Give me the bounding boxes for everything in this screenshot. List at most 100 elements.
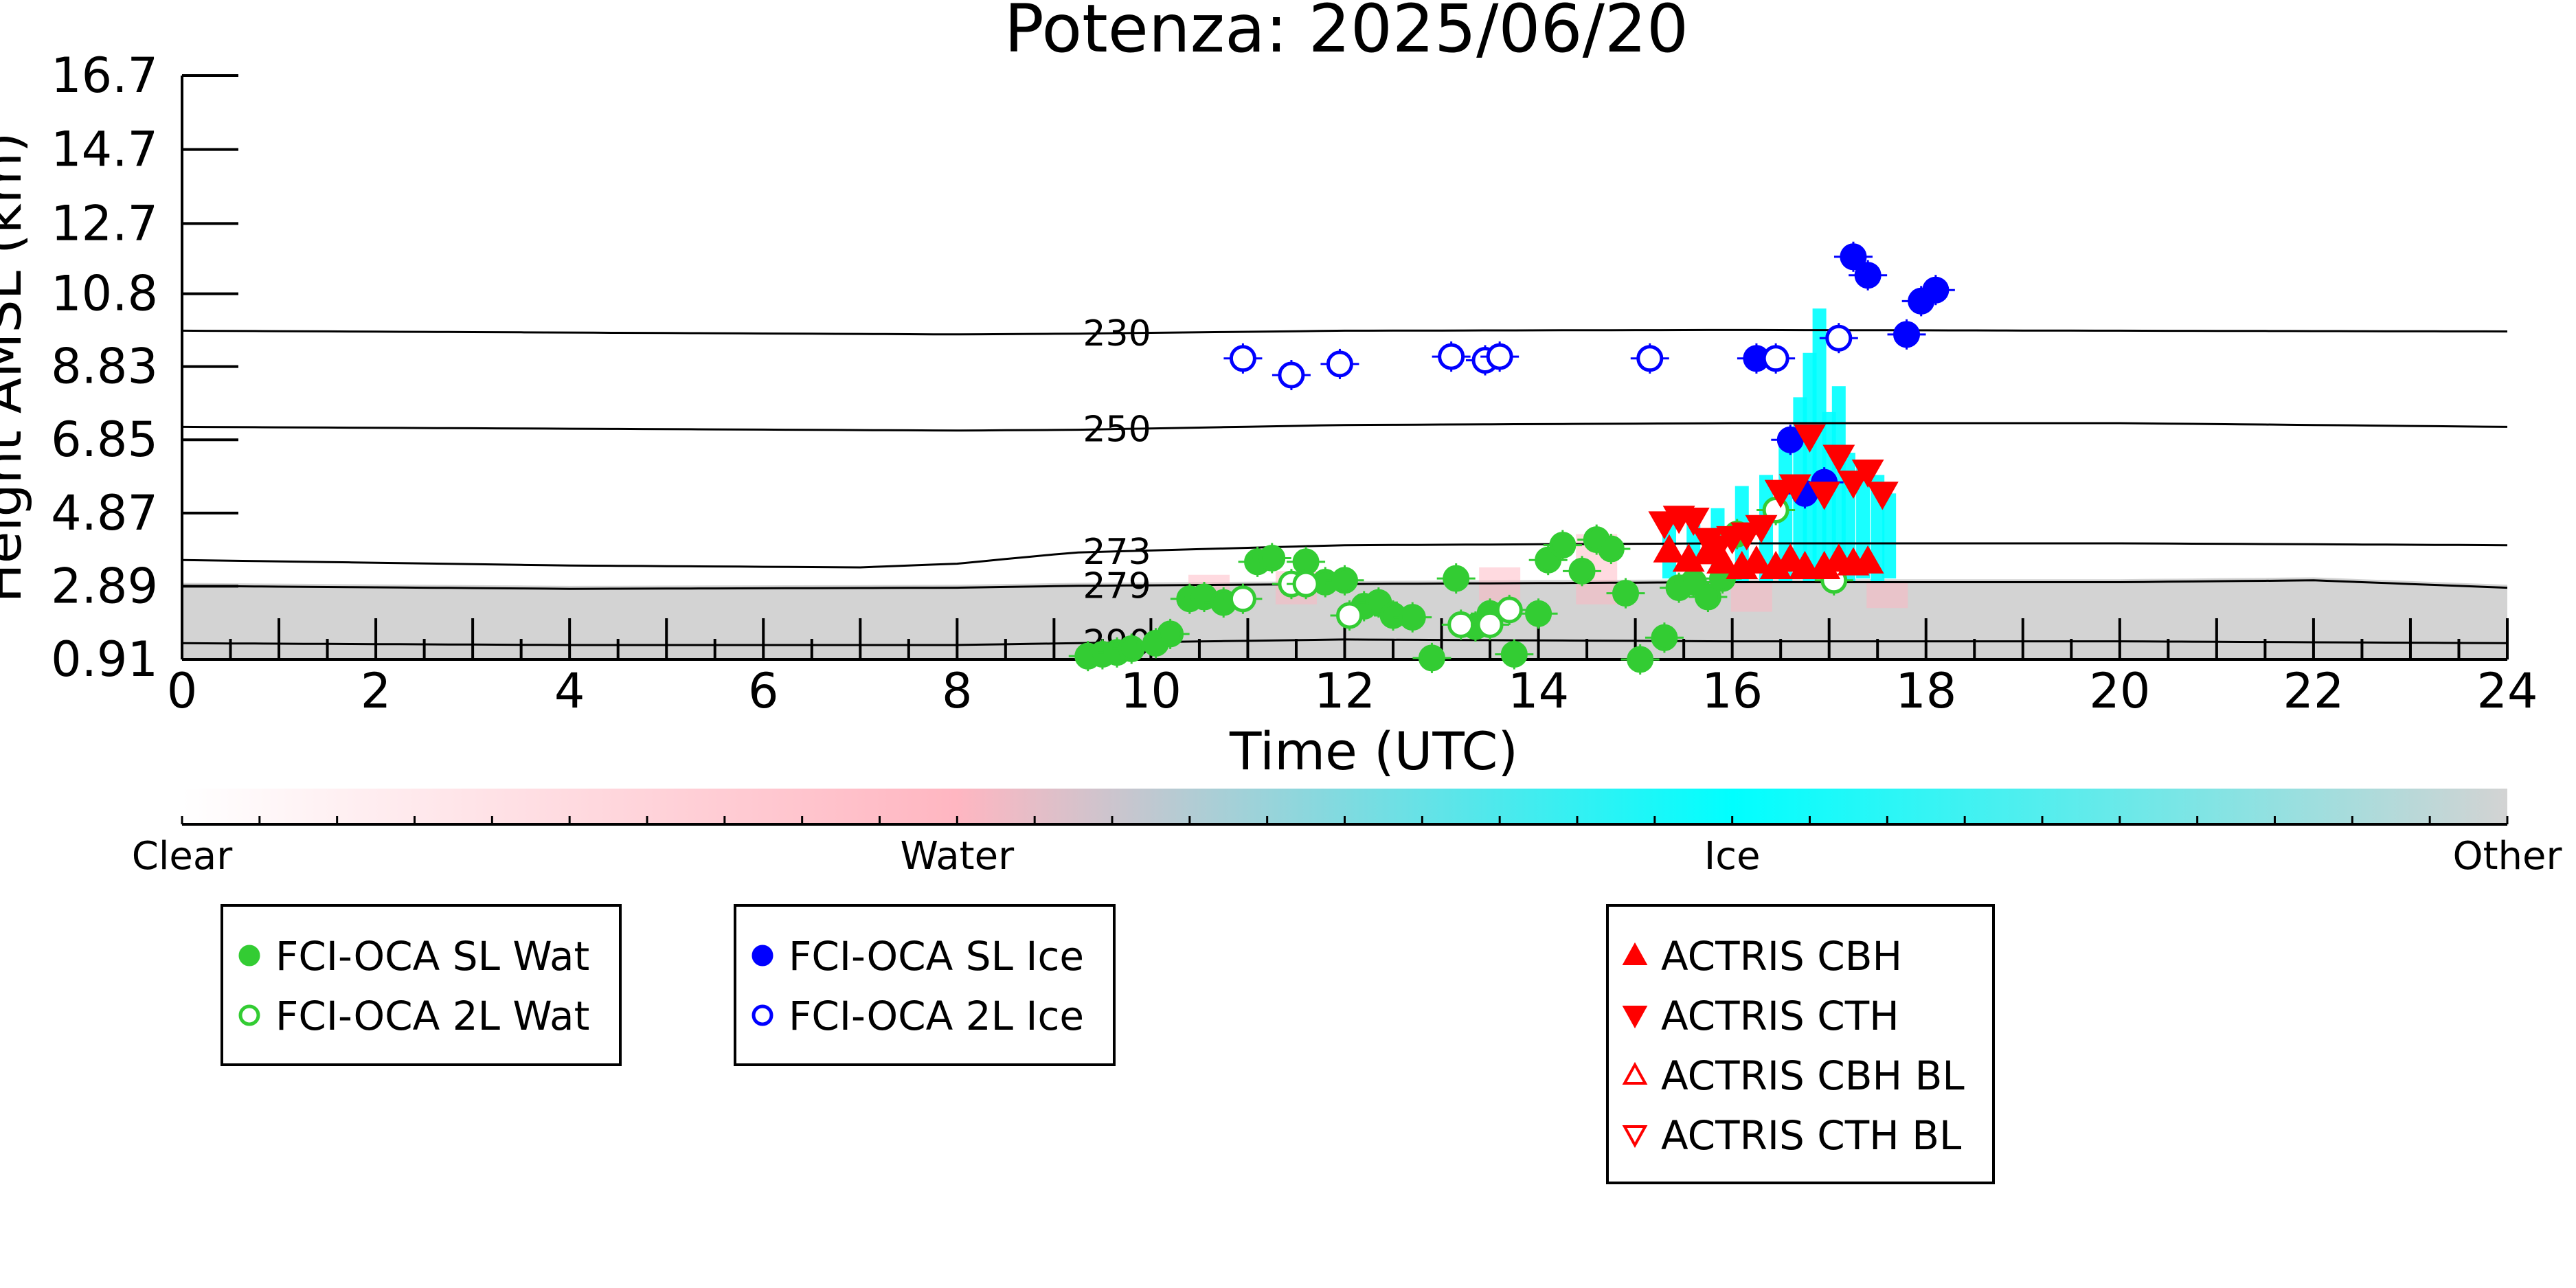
ice-cloud-column xyxy=(1882,493,1897,579)
x-axis-label: Time (UTC) xyxy=(1229,721,1518,782)
marker-point xyxy=(1653,534,1686,563)
legend-entry: FCI-OCA SL Wat xyxy=(238,933,589,980)
legend-marker xyxy=(1622,942,1648,965)
y-tick-label: 6.85 xyxy=(51,411,158,468)
legend-frame xyxy=(221,904,622,1066)
x-tick-label: 6 xyxy=(748,663,779,719)
legend-marker xyxy=(238,1004,260,1026)
colorbar-label: Clear xyxy=(132,834,233,879)
legend-entry: FCI-OCA 2L Ice xyxy=(752,993,1084,1039)
marker-point xyxy=(1597,535,1625,563)
marker-point xyxy=(1706,545,1739,574)
marker-point xyxy=(1825,324,1853,352)
marker-point xyxy=(1776,426,1804,453)
marker-point xyxy=(1229,345,1256,372)
marker-point xyxy=(1438,343,1465,370)
marker-point xyxy=(1627,646,1654,673)
colorbar-label: Other xyxy=(2452,834,2562,879)
marker-point xyxy=(1740,545,1773,574)
series-fci-oca-2l-ice xyxy=(1223,323,1858,391)
series-actris-cbh xyxy=(1653,534,1884,579)
marker-point xyxy=(1336,602,1364,629)
x-tick-label: 0 xyxy=(167,663,198,719)
x-tick-label: 18 xyxy=(1895,663,1956,719)
marker-point xyxy=(1486,343,1513,370)
marker-point xyxy=(1854,262,1882,289)
legend-box-1: FCI-OCA SL Wat FCI-OCA 2L Wat xyxy=(221,904,622,1066)
legend-label: FCI-OCA SL Ice xyxy=(789,933,1084,980)
legend-marker xyxy=(238,945,260,967)
x-tick-label: 22 xyxy=(2283,663,2344,719)
marker-point xyxy=(1789,550,1821,579)
marker-point xyxy=(1840,243,1867,271)
legend-marker xyxy=(1622,1006,1648,1029)
isotherm-230 xyxy=(181,328,2508,336)
y-tick-label: 8.83 xyxy=(51,339,158,395)
marker-point xyxy=(1837,471,1870,499)
series-fci-oca-sl-wat xyxy=(1068,519,1756,675)
marker-point xyxy=(1774,543,1807,572)
legend-marker xyxy=(1622,1125,1648,1149)
legend-label: FCI-OCA 2L Ice xyxy=(789,993,1084,1039)
marker-point xyxy=(1778,474,1811,503)
marker-point xyxy=(1702,535,1734,564)
marker-point xyxy=(1278,361,1305,389)
legend-entry: FCI-OCA SL Ice xyxy=(752,933,1084,980)
marker-point xyxy=(1118,635,1145,662)
water-cloud-patch xyxy=(1730,582,1772,612)
legend-box-2: FCI-OCA SL Ice FCI-OCA 2L Ice xyxy=(734,904,1116,1066)
isotherm-label: 273 xyxy=(1083,532,1151,573)
y-tick-label: 4.87 xyxy=(51,485,158,541)
x-tick-label: 12 xyxy=(1314,663,1375,719)
legend-label: ACTRIS CBH xyxy=(1661,933,1902,980)
isotherm-label: 279 xyxy=(1083,565,1151,607)
legend-frame xyxy=(734,904,1116,1066)
isotherm-250 xyxy=(181,422,2508,432)
legend-entry: ACTRIS CTH xyxy=(1622,993,1899,1039)
legend-entry: FCI-OCA 2L Wat xyxy=(238,993,589,1039)
marker-point xyxy=(1331,567,1358,594)
marker-point xyxy=(1549,532,1577,559)
colorbar-labels: Clear Water Ice Other xyxy=(132,834,2563,879)
legend-box-3: ACTRIS CBH ACTRIS CTH ACTRIS CBH BL ACTRIS … xyxy=(1606,904,1995,1184)
y-tick-label: 14.7 xyxy=(51,122,158,178)
y-axis-ticks: 0.91 2.89 4.87 6.85 8.83 10.8 12.7 14.7 16.7 xyxy=(51,47,238,688)
y-axis-label: Height AMSL (km) xyxy=(0,132,33,602)
legend-frame xyxy=(1606,904,1995,1184)
colorbar-label: Water xyxy=(901,834,1015,879)
marker-point xyxy=(1399,604,1426,631)
legend-label: FCI-OCA 2L Wat xyxy=(275,993,589,1039)
y-tick-label: 10.8 xyxy=(51,266,158,322)
x-tick-label: 20 xyxy=(2089,663,2150,719)
legend-label: ACTRIS CBH BL xyxy=(1661,1052,1965,1099)
x-tick-label: 8 xyxy=(942,663,973,719)
marker-point xyxy=(1866,482,1899,510)
marker-point xyxy=(1808,482,1841,510)
isotherm-label: 230 xyxy=(1083,313,1151,354)
marker-point xyxy=(1500,640,1528,668)
marker-point xyxy=(1651,624,1678,651)
x-tick-label: 10 xyxy=(1120,663,1182,719)
legends: FCI-OCA SL Wat FCI-OCA 2L Wat FCI-OCA SL I… xyxy=(221,904,1995,1184)
x-tick-label: 16 xyxy=(1702,663,1763,719)
marker-point xyxy=(1636,345,1664,372)
y-tick-label: 2.89 xyxy=(51,558,158,614)
marker-point xyxy=(1525,600,1552,627)
colorbar-ticks xyxy=(181,816,2509,824)
marker-point xyxy=(1157,620,1184,648)
marker-point xyxy=(1292,570,1320,598)
marker-point xyxy=(1851,459,1884,488)
y-tick-label: 0.91 xyxy=(51,631,158,688)
y-tick-label: 12.7 xyxy=(51,195,158,251)
legend-entry: ACTRIS CTH BL xyxy=(1622,1112,1961,1159)
legend-marker xyxy=(752,1004,773,1026)
marker-point xyxy=(1258,545,1286,572)
marker-point xyxy=(1229,585,1256,613)
y-tick-label: 16.7 xyxy=(51,47,158,104)
marker-point xyxy=(1893,321,1921,348)
marker-point xyxy=(1694,583,1721,611)
isotherm-label: 250 xyxy=(1083,409,1151,451)
marker-point xyxy=(1745,515,1778,543)
legend-label: ACTRIS CTH BL xyxy=(1661,1112,1961,1159)
